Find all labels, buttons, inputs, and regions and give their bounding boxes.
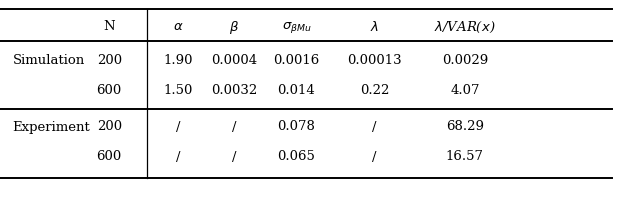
Text: 0.0029: 0.0029	[442, 54, 488, 68]
Text: /: /	[175, 120, 180, 134]
Text: 0.065: 0.065	[278, 150, 315, 164]
Text: 600: 600	[97, 84, 122, 97]
Text: 200: 200	[97, 120, 122, 134]
Text: 0.22: 0.22	[359, 84, 389, 97]
Text: 0.0016: 0.0016	[273, 54, 319, 68]
Text: Experiment: Experiment	[12, 120, 90, 134]
Text: 0.014: 0.014	[278, 84, 315, 97]
Text: 0.0004: 0.0004	[211, 54, 257, 68]
Text: 4.07: 4.07	[450, 84, 480, 97]
Text: $\sigma_{\beta Mu}$: $\sigma_{\beta Mu}$	[281, 20, 311, 34]
Text: 1.90: 1.90	[163, 54, 193, 68]
Text: $\beta$: $\beta$	[229, 19, 239, 36]
Text: 0.078: 0.078	[278, 120, 315, 134]
Text: /: /	[232, 150, 236, 164]
Text: $\lambda$/VAR($x$): $\lambda$/VAR($x$)	[434, 19, 495, 35]
Text: 0.0032: 0.0032	[211, 84, 257, 97]
Text: /: /	[175, 150, 180, 164]
Text: N: N	[104, 21, 115, 33]
Text: $\lambda$: $\lambda$	[370, 20, 379, 34]
Text: /: /	[232, 120, 236, 134]
Text: 200: 200	[97, 54, 122, 68]
Text: 16.57: 16.57	[446, 150, 484, 164]
Text: /: /	[372, 120, 377, 134]
Text: 0.00013: 0.00013	[347, 54, 402, 68]
Text: $\alpha$: $\alpha$	[173, 21, 183, 33]
Text: Simulation: Simulation	[12, 54, 85, 68]
Text: 68.29: 68.29	[446, 120, 484, 134]
Text: 600: 600	[97, 150, 122, 164]
Text: /: /	[372, 150, 377, 164]
Text: 1.50: 1.50	[163, 84, 193, 97]
